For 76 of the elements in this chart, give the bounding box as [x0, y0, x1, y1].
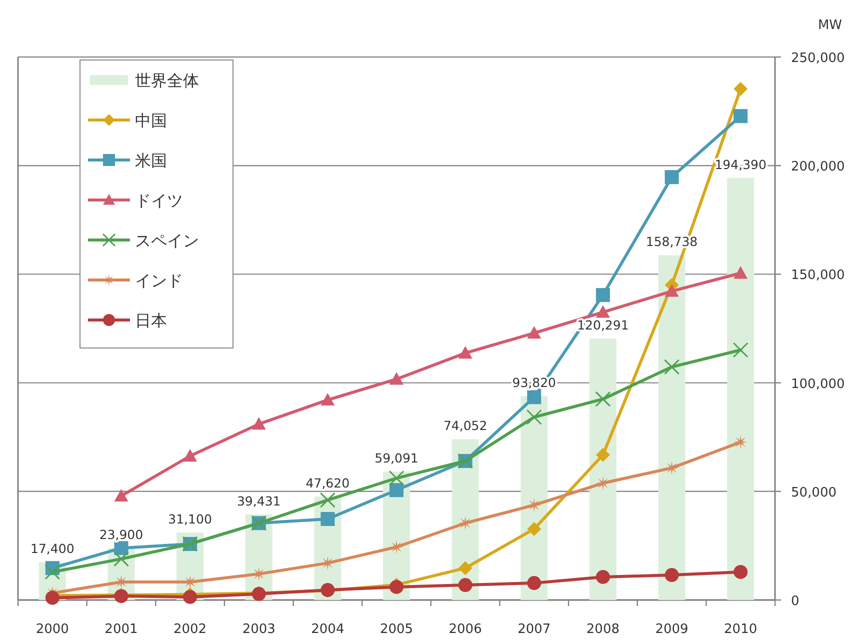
point: [320, 492, 336, 508]
point: [44, 564, 60, 580]
point: [458, 346, 472, 359]
point: [390, 483, 404, 498]
point: [734, 266, 748, 279]
point: [734, 435, 748, 450]
point: [320, 392, 335, 406]
legend-label: 日本: [135, 311, 167, 330]
point: [596, 305, 610, 318]
x-tick-label: 2001: [104, 622, 138, 637]
point: [595, 391, 611, 407]
point: [596, 476, 610, 490]
point: [734, 109, 748, 124]
y-tick-label: 100,000: [791, 376, 845, 392]
y-tick-label: 250,000: [791, 51, 845, 66]
data-label: 31,100: [168, 511, 212, 526]
legend-label: 世界全体: [135, 71, 199, 90]
data-label: 59,091: [374, 450, 418, 466]
point: [388, 470, 404, 486]
bar: [727, 178, 754, 600]
point: [527, 498, 542, 512]
point: [458, 561, 472, 576]
point: [114, 541, 128, 556]
point: [664, 460, 679, 475]
point: [183, 448, 198, 462]
point: [113, 551, 129, 567]
y-axis-title: MW: [818, 18, 842, 33]
point: [732, 342, 748, 358]
x-tick-label: 2000: [36, 622, 69, 637]
point: [320, 512, 335, 526]
legend-label: 中国: [135, 111, 167, 130]
point: [458, 578, 472, 592]
x-tick-label: 2009: [655, 622, 688, 637]
point: [527, 326, 542, 339]
x-tick-label: 2005: [380, 622, 414, 637]
x-tick-label: 2010: [724, 622, 758, 637]
data-label: 47,620: [306, 476, 350, 491]
point: [596, 288, 610, 302]
bar: [658, 255, 686, 600]
point: [596, 570, 610, 584]
point: [458, 516, 472, 530]
point: [183, 590, 198, 604]
data-label: 17,400: [30, 541, 74, 556]
legend-label: 米国: [135, 151, 167, 170]
y-tick-label: 150,000: [791, 268, 845, 284]
data-label: 74,052: [443, 418, 488, 434]
x-tick-label: 2003: [242, 622, 276, 637]
data-label: 39,431: [236, 493, 281, 508]
point: [527, 390, 542, 404]
point: [320, 556, 335, 570]
point: [252, 417, 266, 430]
point: [596, 448, 610, 462]
point: [527, 522, 542, 536]
point: [664, 568, 679, 582]
x-tick-label: 2002: [174, 622, 207, 637]
point: [734, 564, 748, 579]
x-tick-label: 2004: [311, 622, 344, 637]
x-tick-label: 2007: [518, 622, 551, 637]
x-tick-label: 2006: [448, 622, 482, 637]
data-label: 23,900: [99, 527, 144, 542]
y-tick-label: 200,000: [791, 160, 845, 175]
point: [734, 82, 748, 96]
point: [526, 409, 542, 425]
point: [390, 540, 404, 554]
legend-label: スペイン: [135, 231, 199, 250]
point: [664, 170, 679, 184]
x-tick-label: 2008: [586, 622, 620, 637]
point: [527, 576, 542, 590]
y-tick-label: 0: [791, 594, 800, 609]
point: [390, 372, 404, 385]
legend-label: インド: [135, 271, 183, 290]
point: [664, 359, 680, 375]
point: [664, 284, 679, 297]
point: [114, 488, 128, 502]
legend-label: ドイツ: [135, 191, 183, 210]
y-tick-label: 50,000: [791, 485, 836, 500]
